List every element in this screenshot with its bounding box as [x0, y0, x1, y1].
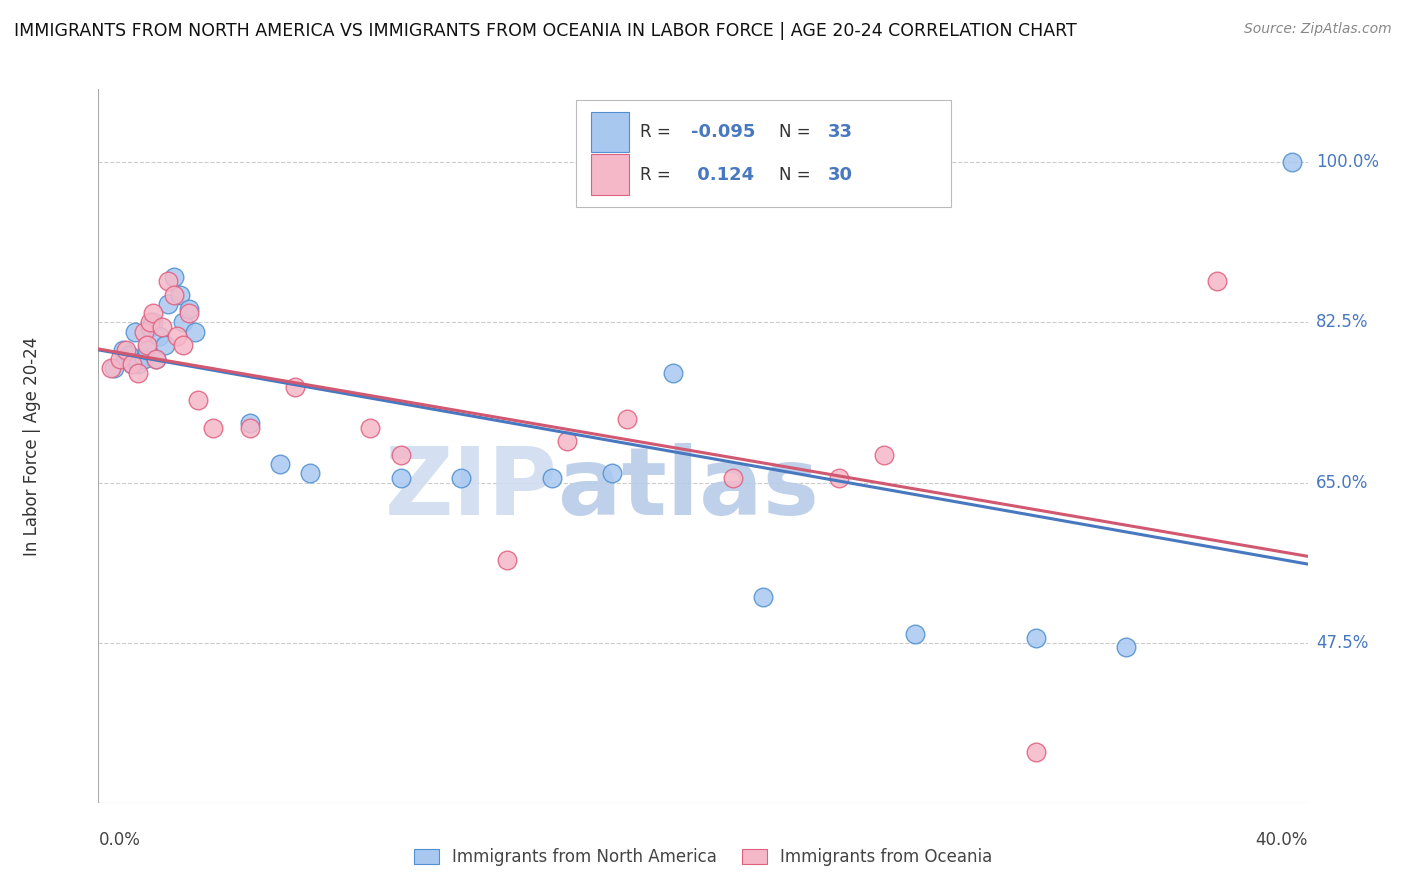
Point — [239, 420, 262, 434]
Point — [177, 301, 201, 316]
Text: In Labor Force | Age 20-24: In Labor Force | Age 20-24 — [22, 336, 41, 556]
Point — [389, 448, 412, 462]
Point — [616, 411, 638, 425]
FancyBboxPatch shape — [591, 154, 630, 195]
Point — [127, 357, 149, 371]
Text: Source: ZipAtlas.com: Source: ZipAtlas.com — [1244, 22, 1392, 37]
Point — [148, 329, 170, 343]
Point — [1024, 746, 1046, 760]
Point — [360, 420, 382, 434]
Text: N =: N = — [779, 123, 815, 141]
Point — [555, 434, 578, 449]
Point — [127, 366, 149, 380]
Point — [145, 352, 167, 367]
Text: 0.0%: 0.0% — [98, 831, 141, 849]
Point — [172, 338, 194, 352]
Point — [150, 320, 173, 334]
Text: 33: 33 — [828, 123, 852, 141]
Point — [540, 471, 562, 485]
Point — [1206, 274, 1229, 288]
Point — [169, 288, 191, 302]
Text: atlas: atlas — [558, 442, 818, 535]
Point — [187, 393, 209, 408]
Point — [156, 274, 179, 288]
Point — [172, 316, 194, 330]
Point — [118, 347, 141, 361]
Point — [163, 288, 186, 302]
Point — [828, 471, 851, 485]
Point — [284, 379, 307, 393]
Point — [124, 325, 146, 339]
Point — [1024, 631, 1046, 645]
Text: 0.124: 0.124 — [690, 166, 754, 184]
Point — [132, 325, 155, 339]
Point — [103, 361, 125, 376]
Point — [1281, 155, 1303, 169]
Point — [752, 590, 775, 604]
Point — [269, 458, 291, 472]
Point — [153, 338, 176, 352]
Point — [602, 467, 624, 481]
Point — [121, 357, 143, 371]
Point — [135, 338, 157, 352]
Text: R =: R = — [640, 166, 676, 184]
Point — [299, 467, 322, 481]
Point — [114, 352, 136, 367]
FancyBboxPatch shape — [576, 100, 950, 207]
Text: 40.0%: 40.0% — [1256, 831, 1308, 849]
Point — [177, 306, 201, 320]
Text: N =: N = — [779, 166, 815, 184]
Point — [156, 297, 179, 311]
Point — [873, 448, 896, 462]
Point — [721, 471, 744, 485]
Point — [163, 269, 186, 284]
Point — [904, 626, 927, 640]
FancyBboxPatch shape — [591, 112, 630, 153]
Point — [139, 316, 162, 330]
Text: 82.5%: 82.5% — [1316, 313, 1368, 332]
Point — [135, 343, 157, 357]
Text: ZIP: ZIP — [385, 442, 558, 535]
Point — [111, 343, 134, 357]
Text: R =: R = — [640, 123, 676, 141]
Point — [142, 316, 165, 330]
Text: IMMIGRANTS FROM NORTH AMERICA VS IMMIGRANTS FROM OCEANIA IN LABOR FORCE | AGE 20: IMMIGRANTS FROM NORTH AMERICA VS IMMIGRA… — [14, 22, 1077, 40]
Point — [661, 366, 683, 380]
Text: 65.0%: 65.0% — [1316, 474, 1368, 491]
Point — [239, 416, 262, 430]
Point — [121, 357, 143, 371]
Text: 47.5%: 47.5% — [1316, 633, 1368, 652]
Point — [142, 306, 165, 320]
Text: 100.0%: 100.0% — [1316, 153, 1379, 171]
Point — [114, 343, 136, 357]
Point — [1115, 640, 1137, 655]
Point — [450, 471, 472, 485]
Point — [139, 320, 162, 334]
Point — [495, 553, 517, 567]
Legend: Immigrants from North America, Immigrants from Oceania: Immigrants from North America, Immigrant… — [406, 842, 1000, 873]
Text: -0.095: -0.095 — [690, 123, 755, 141]
Point — [166, 329, 188, 343]
Point — [108, 352, 131, 367]
Point — [100, 361, 122, 376]
Point — [184, 325, 207, 339]
Point — [145, 352, 167, 367]
Text: 30: 30 — [828, 166, 852, 184]
Point — [389, 471, 412, 485]
Point — [132, 352, 155, 367]
Point — [202, 420, 225, 434]
